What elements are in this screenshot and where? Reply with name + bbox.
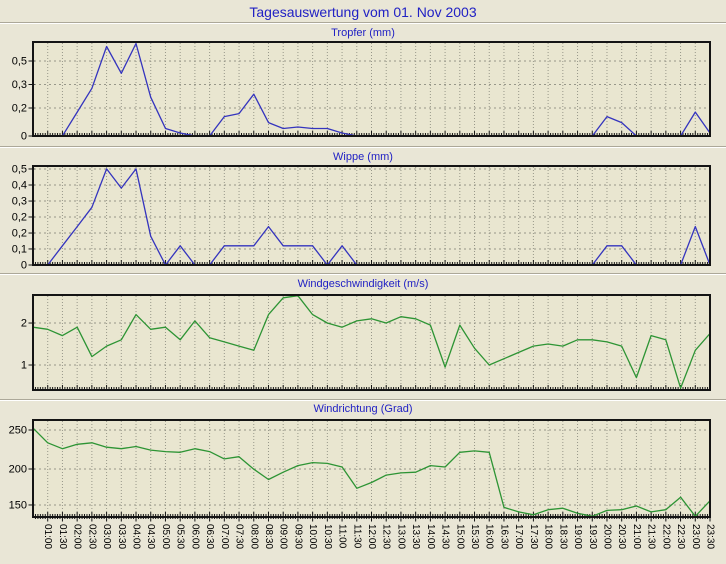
svg-text:13:30: 13:30 [410,524,421,549]
x-axis-time-labels: 01:00 01:30 02:00 02:30 03:00 03:30 04:00 04:30… [34,517,716,549]
svg-text:0,4: 0,4 [12,180,27,192]
svg-text:17:00: 17:00 [513,524,524,549]
svg-text:0,3: 0,3 [12,196,27,208]
svg-text:01:30: 01:30 [57,524,68,549]
svg-text:0,2: 0,2 [12,102,27,114]
svg-text:20:00: 20:00 [601,524,612,549]
svg-text:11:00: 11:00 [337,524,348,549]
svg-text:06:00: 06:00 [189,524,200,549]
svg-text:0: 0 [21,260,27,272]
svg-text:04:00: 04:00 [131,524,142,549]
svg-text:0: 0 [21,131,27,143]
svg-text:1: 1 [21,360,27,372]
chart-separator [0,273,726,275]
chart-plot-tropfer: 0,5 0,3 0,2 0 [12,41,711,143]
svg-text:17:30: 17:30 [528,524,539,549]
chart-plot-windgeschwindigkeit: 21 [21,294,711,391]
svg-text:07:30: 07:30 [234,524,245,549]
chart-title-windgeschwindigkeit: Windgeschwindigkeit (m/s) [297,278,429,290]
svg-text:03:30: 03:30 [116,524,127,549]
svg-text:21:30: 21:30 [646,524,657,549]
svg-text:0,2: 0,2 [12,228,27,240]
svg-text:12:30: 12:30 [381,524,392,549]
svg-text:20:30: 20:30 [616,524,627,549]
page-title: Tagesauswertung vom 01. Nov 2003 [249,4,477,20]
svg-text:10:30: 10:30 [322,524,333,549]
svg-text:18:00: 18:00 [543,524,554,549]
svg-text:0,5: 0,5 [12,55,27,67]
svg-text:18:30: 18:30 [557,524,568,549]
svg-text:08:30: 08:30 [263,524,274,549]
svg-text:22:00: 22:00 [660,524,671,549]
svg-text:22:30: 22:30 [675,524,686,549]
svg-text:07:00: 07:00 [219,524,230,549]
svg-text:09:30: 09:30 [292,524,303,549]
svg-text:13:00: 13:00 [395,524,406,549]
chart-title-tropfer: Tropfer (mm) [331,27,395,39]
svg-text:04:30: 04:30 [145,524,156,549]
svg-text:250: 250 [9,424,27,436]
svg-text:200: 200 [9,463,27,475]
svg-text:0,5: 0,5 [12,163,27,175]
svg-text:19:30: 19:30 [587,524,598,549]
svg-text:12:00: 12:00 [366,524,377,549]
chart-title-wippe: Wippe (mm) [333,151,393,163]
svg-text:08:00: 08:00 [248,524,259,549]
svg-text:14:30: 14:30 [440,524,451,549]
svg-text:06:30: 06:30 [204,524,215,549]
chart-separator [0,146,726,148]
svg-text:16:00: 16:00 [484,524,495,549]
svg-text:09:00: 09:00 [278,524,289,549]
svg-text:0,3: 0,3 [12,79,27,91]
svg-text:23:00: 23:00 [690,524,701,549]
svg-text:15:00: 15:00 [454,524,465,549]
svg-text:05:00: 05:00 [160,524,171,549]
svg-text:0,2: 0,2 [12,211,27,223]
svg-text:05:30: 05:30 [175,524,186,549]
svg-text:0,1: 0,1 [12,243,27,255]
chart-separator [0,399,726,401]
svg-text:02:30: 02:30 [86,524,97,549]
chart-plot-windrichtung: 250 200 150 [9,419,711,518]
title-separator [0,22,726,24]
svg-text:21:00: 21:00 [631,524,642,549]
chart-title-windrichtung: Windrichtung (Grad) [313,403,413,415]
svg-text:23:30: 23:30 [705,524,716,549]
svg-text:02:00: 02:00 [72,524,83,549]
svg-text:14:00: 14:00 [425,524,436,549]
svg-text:01:00: 01:00 [42,524,53,549]
svg-text:16:30: 16:30 [498,524,509,549]
svg-text:2: 2 [21,318,27,330]
svg-text:11:30: 11:30 [351,524,362,549]
svg-text:03:00: 03:00 [101,524,112,549]
svg-text:10:00: 10:00 [307,524,318,549]
svg-text:19:00: 19:00 [572,524,583,549]
svg-text:150: 150 [9,499,27,511]
svg-text:15:30: 15:30 [469,524,480,549]
chart-plot-wippe: 0,5 0,4 0,3 0,2 0,2 0,1 0 [12,163,711,272]
